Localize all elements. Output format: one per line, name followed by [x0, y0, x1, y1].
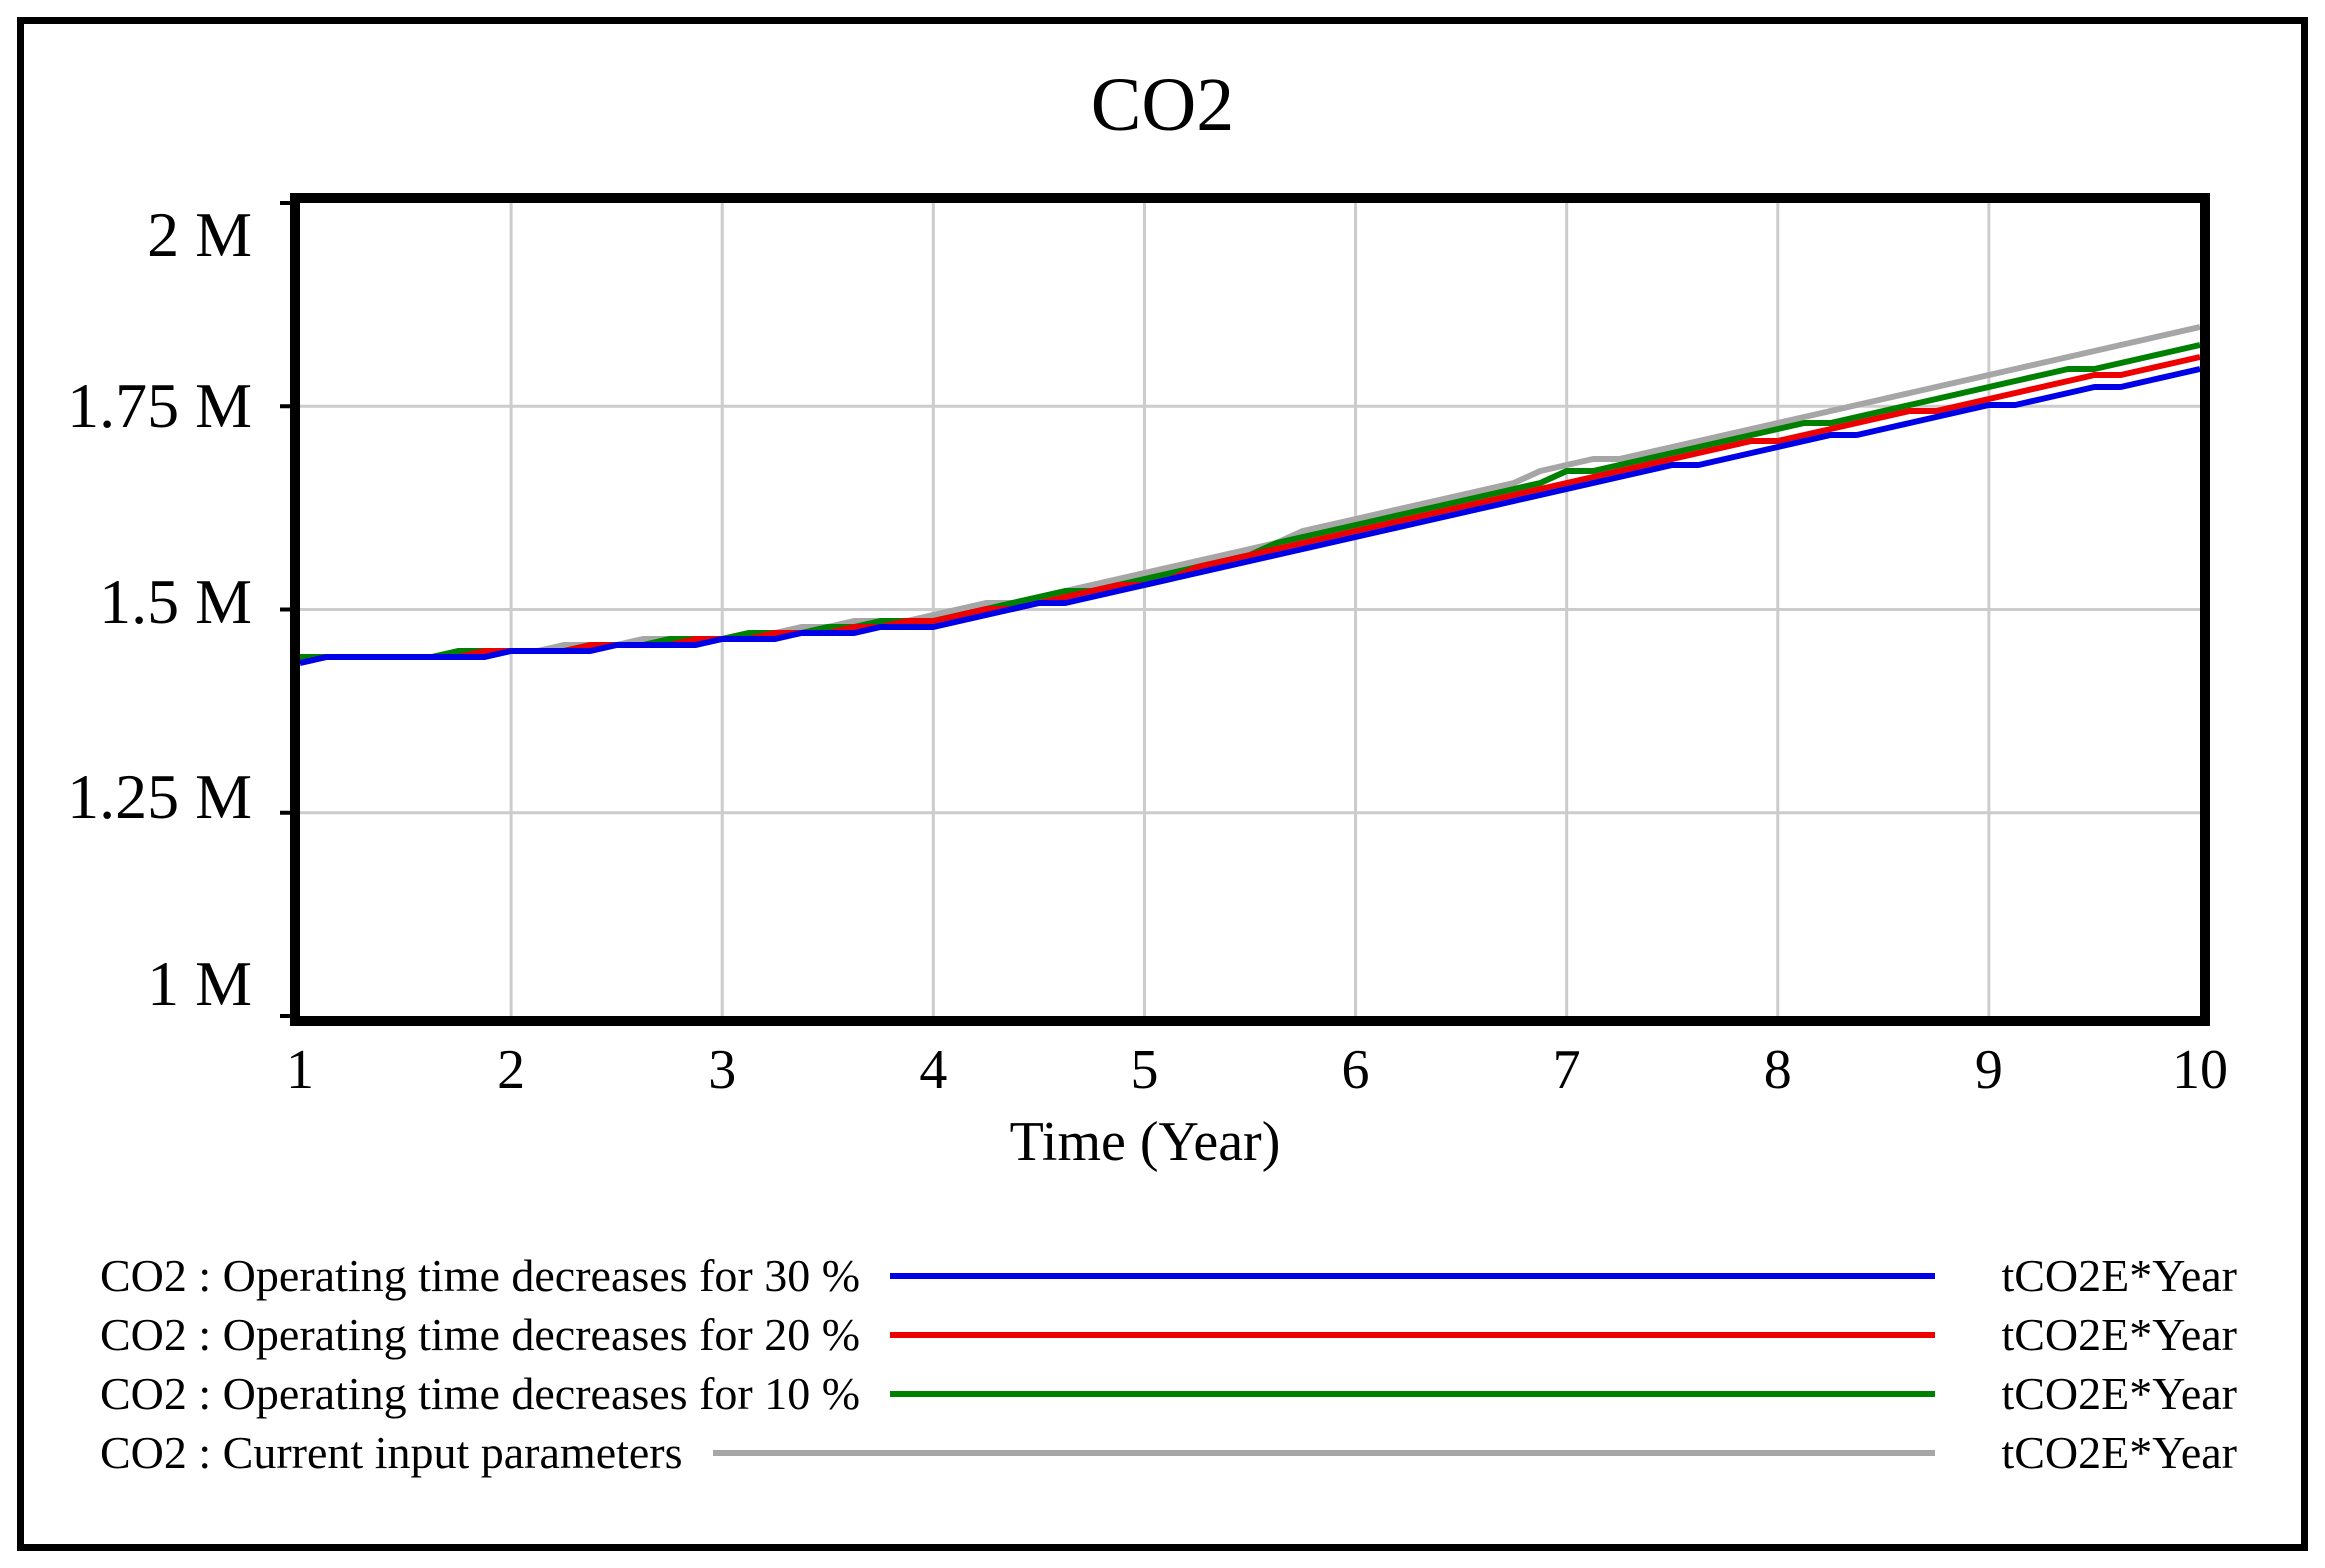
legend-unit: tCO2E*Year — [2001, 1427, 2237, 1478]
legend-unit: tCO2E*Year — [2001, 1309, 2237, 1360]
legend-line-sample — [712, 1449, 1935, 1456]
y-tick-label: 2 M — [147, 199, 252, 270]
x-tick-label: 6 — [1341, 1039, 1370, 1101]
x-tick-label: 8 — [1763, 1039, 1792, 1101]
y-tick-label: 1 M — [147, 948, 252, 1019]
legend-row-0: CO2 : Operating time decreases for 30 % t… — [100, 1246, 2237, 1305]
x-tick-label: 3 — [708, 1039, 737, 1101]
legend-line-sample — [890, 1272, 1935, 1279]
x-tick-label: 5 — [1130, 1039, 1159, 1101]
legend-unit: tCO2E*Year — [2001, 1368, 2237, 1419]
legend: CO2 : Operating time decreases for 30 % t… — [100, 1246, 2237, 1482]
legend-unit: tCO2E*Year — [2001, 1250, 2237, 1301]
legend-row-3: CO2 : Current input parameters tCO2E*Year — [100, 1423, 2237, 1482]
plot-svg — [280, 193, 2210, 1026]
x-tick-label: 2 — [497, 1039, 526, 1101]
legend-label: CO2 : Operating time decreases for 10 % — [100, 1368, 861, 1419]
x-tick-label: 4 — [919, 1039, 948, 1101]
series-line-3 — [300, 324, 2201, 660]
y-tick-label: 1.5 M — [99, 565, 252, 637]
y-tick-label: 1.25 M — [67, 760, 252, 832]
x-tick-label: 7 — [1552, 1039, 1581, 1101]
x-tick-label: 10 — [2172, 1039, 2228, 1101]
legend-label: CO2 : Operating time decreases for 30 % — [100, 1250, 861, 1301]
series-line-0 — [299, 366, 2201, 666]
legend-label: CO2 : Operating time decreases for 20 % — [100, 1309, 861, 1360]
chart-title: CO2 — [1090, 63, 1235, 147]
y-tick-label: 1.75 M — [67, 370, 252, 442]
x-axis-title: Time (Year) — [1009, 1111, 1281, 1173]
figure-outer-border — [17, 17, 2308, 1551]
legend-line-sample — [890, 1390, 1935, 1397]
legend-row-2: CO2 : Operating time decreases for 10 % t… — [100, 1364, 2237, 1423]
legend-label: CO2 : Current input parameters — [100, 1427, 683, 1478]
plot-frame — [290, 193, 2210, 1026]
legend-row-1: CO2 : Operating time decreases for 20 % t… — [100, 1305, 2237, 1364]
legend-line-sample — [890, 1331, 1935, 1338]
x-tick-label: 9 — [1974, 1039, 2003, 1101]
x-tick-label: 1 — [286, 1039, 314, 1101]
